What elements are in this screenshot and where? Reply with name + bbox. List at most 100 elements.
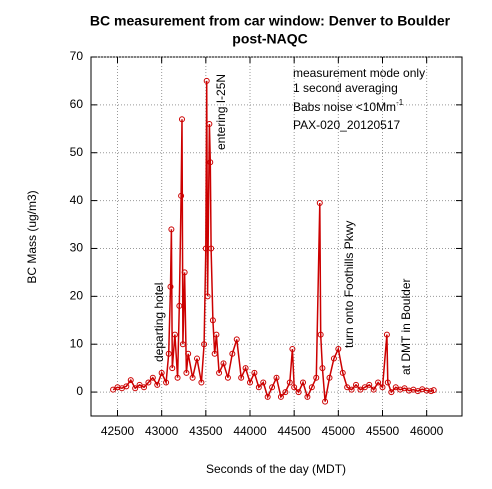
data-point [203,77,210,84]
data-point [154,381,161,388]
x-axis-label: Seconds of the day (MDT) [206,462,346,476]
data-point [242,365,249,372]
data-point [401,385,408,392]
data-point [194,355,200,362]
chart-title: BC measurement from car window: Denver t… [90,13,451,29]
annotation: turn onto Foothills Pkwy [342,221,356,348]
annotation: entering I-25N [214,74,228,150]
note-text: PAX-020_20120517 [293,118,401,132]
data-point [383,331,390,338]
data-point [174,374,181,381]
data-point [269,384,276,391]
note-text: 1 second averaging [293,81,398,95]
note-text: measurement mode only [293,66,425,80]
data-point [300,379,306,386]
data-point [319,365,326,372]
y-tick-label: 50 [70,145,84,159]
data-point [207,159,214,166]
data-point [206,121,213,128]
data-point [238,374,245,381]
data-point [348,386,355,393]
data-point [229,350,236,357]
chart-subtitle: post-NAQC [232,31,307,47]
data-point [304,393,311,400]
data-point [326,374,333,381]
data-point [330,355,337,362]
data-point [260,379,267,386]
data-point [158,369,165,376]
data-point [322,398,329,405]
x-tick-label: 46000 [410,424,444,438]
note: Babs noise <10Mm-1 [293,98,404,114]
plot-frame [90,56,463,417]
data-point [127,377,134,384]
data-point [110,386,117,393]
data-point [163,379,170,386]
data-point [317,331,324,338]
x-tick-label: 43000 [145,424,179,438]
y-tick-label: 0 [76,384,83,398]
data-point [220,360,227,367]
data-point [273,374,280,381]
data-point [189,374,196,381]
data-point [209,317,216,324]
data-point [361,384,368,391]
data-point [149,374,156,381]
data-point [141,384,147,391]
data-point [379,384,386,391]
data-point [430,387,437,394]
data-point [313,374,320,381]
data-point [289,345,296,352]
data-point [208,245,215,252]
data-point [145,379,152,386]
data-point [384,379,391,386]
data-point [211,350,218,357]
data-point [370,386,377,393]
data-point [277,393,284,400]
data-point [423,387,430,394]
data-point [213,331,220,338]
data-point [233,336,240,343]
y-tick-label: 70 [70,49,84,63]
data-point [282,389,289,396]
data-point [375,379,382,386]
x-tick-label: 45500 [366,424,400,438]
data-point [428,388,435,395]
data-point [357,386,364,393]
data-point [171,331,178,338]
note: measurement mode only [293,66,425,80]
data-point [264,393,271,400]
data-point [339,369,346,376]
data-point [366,381,373,388]
data-point [316,199,323,206]
data-point [178,192,185,199]
data-point [198,379,205,386]
data-point [286,379,293,386]
data-point [167,283,174,290]
x-tick-label: 44000 [233,424,267,438]
y-tick-label: 10 [70,336,84,350]
data-point [295,389,302,396]
data-point [176,302,183,309]
data-point [168,226,175,233]
y-tick-label: 60 [70,97,84,111]
y-tick-label: 30 [70,241,84,255]
note: 1 second averaging [293,81,398,95]
x-tick-label: 42500 [101,424,135,438]
data-point [201,341,208,348]
note-text: Babs noise <10Mm [293,100,396,114]
data-point [255,384,262,391]
data-point [392,384,399,391]
data-point [179,341,186,348]
x-tick-label: 45000 [322,424,356,438]
x-tick-label: 43500 [189,424,223,438]
data-point [183,369,190,376]
data-point [388,389,395,396]
note: PAX-020_20120517 [293,118,401,132]
data-point [224,374,231,381]
data-point [169,365,176,372]
y-tick-label: 40 [70,193,84,207]
data-point [136,381,143,388]
